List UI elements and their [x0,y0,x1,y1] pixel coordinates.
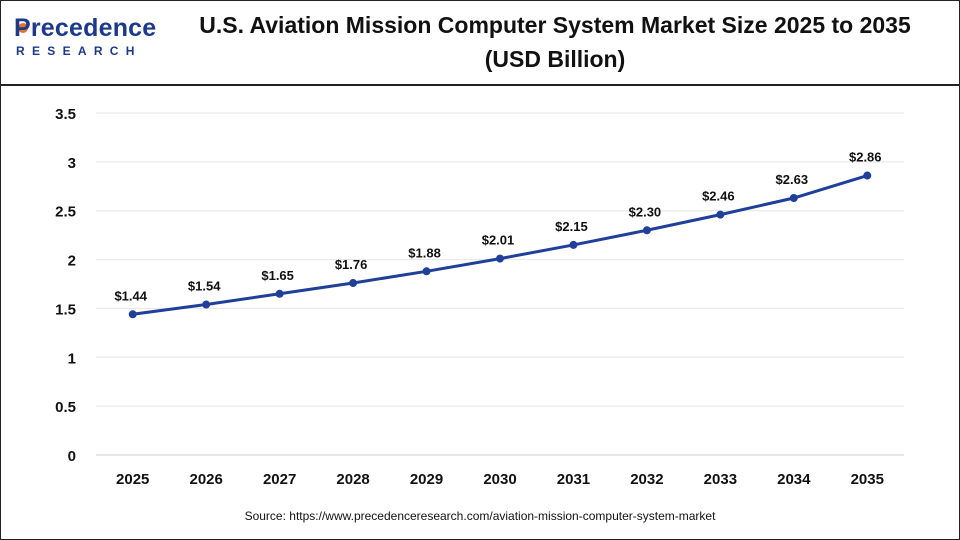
data-point [128,310,137,319]
y-tick-label: 0 [68,448,76,465]
data-label: $1.54 [188,279,221,294]
data-point [789,194,798,203]
data-label: $2.15 [555,219,588,234]
x-tick-label: 2028 [336,471,369,488]
data-point [569,240,578,249]
data-label: $1.65 [261,268,294,283]
x-tick-label: 2034 [777,471,811,488]
y-tick-label: 1.5 [55,301,76,318]
data-point [202,300,211,309]
data-label: $2.30 [629,204,662,219]
header: Precedence RESEARCH U.S. Aviation Missio… [0,0,960,86]
y-tick-label: 3 [68,155,76,172]
data-point [349,279,358,288]
y-tick-label: 2.5 [55,204,76,221]
data-label: $2.86 [849,150,882,165]
data-label: $1.88 [408,245,441,260]
data-label: $1.76 [335,257,368,272]
logo-brand: Precedence [14,14,157,42]
logo-sub: RESEARCH [16,44,142,58]
data-point [275,289,284,298]
x-tick-label: 2025 [116,471,149,488]
x-tick-label: 2026 [189,471,222,488]
data-point [716,210,725,219]
data-labels: $1.44 $1.54 $1.65 $1.76 $1.88 $2.01 $2.15 $2.30… [114,150,881,304]
y-tick-label: 1 [68,350,76,367]
y-tick-label: 2 [68,253,76,270]
grid [96,112,904,456]
x-axis-ticks: 2025 2026 2027 2028 2029 2030 2031 2032 2033 2034… [116,471,884,488]
y-axis-ticks: 0 0.5 1 1.5 2 2.5 3 3.5 [55,106,76,465]
data-point [496,254,504,263]
x-tick-label: 2032 [630,471,663,488]
data-point [863,171,872,180]
x-tick-label: 2030 [483,471,516,488]
data-points [128,171,872,319]
x-tick-label: 2031 [557,471,590,488]
data-label: $2.46 [702,189,735,204]
y-tick-label: 3.5 [55,106,76,123]
precedence-logo [18,23,28,33]
data-point [422,267,431,276]
data-label: $2.63 [776,172,809,187]
chart-title: U.S. Aviation Mission Computer System Ma… [199,12,911,72]
x-tick-label: 2035 [851,471,884,488]
source-note: Source: https://www.precedenceresearch.c… [244,509,716,523]
data-label: $2.01 [482,233,515,248]
data-point [642,226,651,235]
line-chart: 0 0.5 1 1.5 2 2.5 3 3.5 2025 2026 2027 2028 2029 203… [55,106,904,488]
x-tick-label: 2033 [704,471,737,488]
y-tick-label: 0.5 [55,399,76,416]
data-label: $1.44 [114,288,147,303]
x-tick-label: 2027 [263,471,296,488]
x-tick-label: 2029 [410,471,443,488]
